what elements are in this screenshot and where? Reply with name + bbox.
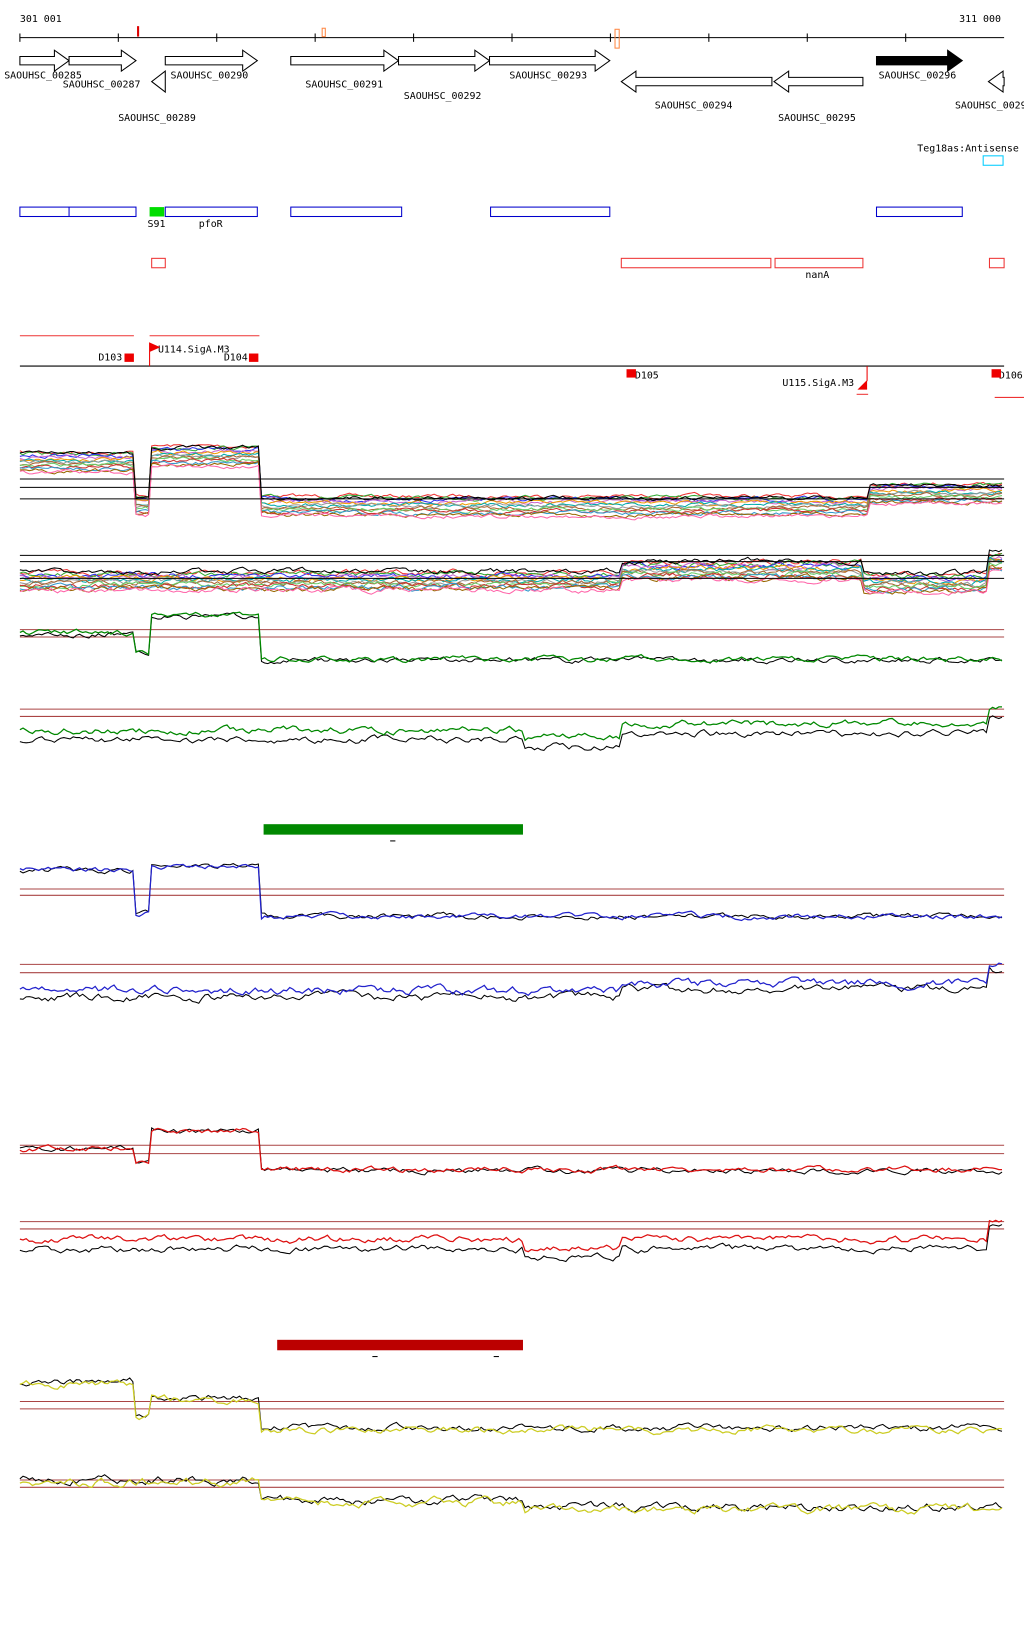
- terminator: [991, 369, 1001, 378]
- gene-label: SAOUHSC_00294: [655, 101, 733, 112]
- marker: [321, 27, 326, 38]
- gene-label: SAOUHSC_00292: [404, 91, 482, 102]
- trace: [19, 611, 1003, 665]
- trace: [19, 457, 1003, 516]
- trace: [19, 463, 1003, 521]
- gene-label: SAOUHSC_00287: [63, 80, 141, 91]
- gene-arrow: [68, 49, 137, 73]
- gene-label: SAOUHSC_00289: [118, 113, 196, 124]
- axis-end: 311 000: [959, 14, 1001, 25]
- terminator: [248, 353, 259, 362]
- trace: [19, 1224, 1003, 1263]
- feature-label: pfoR: [199, 219, 223, 230]
- antisense-box: [982, 155, 1004, 166]
- terminator-label: D104: [224, 353, 248, 364]
- trace: [19, 1477, 1003, 1515]
- trace: [19, 706, 1003, 742]
- red-bar: [277, 1339, 523, 1351]
- trace: [19, 863, 1003, 921]
- axis-start: 301 001: [20, 14, 62, 25]
- trace: [19, 1379, 1003, 1436]
- trace: [19, 556, 1003, 583]
- gene-arrow: [488, 49, 611, 73]
- red-feature: [774, 257, 864, 269]
- trace: [19, 559, 1003, 588]
- marker: [137, 26, 140, 37]
- trace: [19, 456, 1003, 514]
- antisense-label: Teg18as:Antisense: [917, 144, 1019, 155]
- red-feature: [620, 257, 772, 269]
- trace: [19, 454, 1003, 512]
- terminator-label: D105: [635, 370, 659, 381]
- gene-label: SAOUHSC_00295: [778, 113, 856, 124]
- trace: [19, 453, 1003, 510]
- trace: [19, 567, 1003, 593]
- gene-arrow: [290, 49, 400, 73]
- trace: [19, 549, 1003, 577]
- red-feature: [151, 257, 166, 269]
- promoter-label: U114.SigA.M3: [158, 344, 230, 355]
- gene-arrow: [773, 70, 864, 94]
- gene-arrow: [620, 70, 773, 94]
- trace: [19, 715, 1003, 752]
- blue-feature: [875, 206, 963, 218]
- trace: [19, 1377, 1003, 1433]
- gene-label: SAOUHSC_00291: [305, 80, 383, 91]
- promoter: [149, 342, 161, 367]
- green-feature: [149, 207, 165, 217]
- gene-arrow: [19, 49, 70, 73]
- gene-label: SAOUHSC_00296: [879, 70, 957, 81]
- terminator: [124, 353, 134, 362]
- trace: [19, 863, 1003, 922]
- gene-arrow: [987, 70, 1005, 94]
- trace: [19, 1219, 1003, 1253]
- trace: [19, 1127, 1003, 1174]
- green-bar: [263, 824, 523, 835]
- promoter-label: U115.SigA.M3: [782, 378, 854, 389]
- trace: [19, 448, 1003, 505]
- terminator-label: D106: [999, 370, 1023, 381]
- trace: [19, 965, 1003, 1004]
- gene-label: SAOUHSC_00290: [171, 70, 249, 81]
- trace: [19, 962, 1003, 997]
- trace: [19, 1127, 1003, 1176]
- gene-label: SAOUHSC_0029: [955, 101, 1024, 112]
- feature-label: S91: [147, 219, 165, 230]
- blue-feature: [490, 206, 611, 218]
- blue-feature: [290, 206, 403, 218]
- promoter: [857, 366, 868, 390]
- terminator-label: D103: [98, 353, 122, 364]
- trace: [19, 611, 1003, 664]
- trace: [19, 552, 1003, 580]
- gene-arrow: [164, 49, 259, 73]
- blue-feature: [19, 206, 137, 218]
- gene-arrow: [397, 49, 491, 73]
- red-feature: [988, 257, 1005, 269]
- gene-arrow: [150, 70, 166, 94]
- trace: [19, 568, 1003, 596]
- blue-feature: [164, 206, 258, 218]
- marker: [614, 28, 620, 49]
- trace: [19, 562, 1003, 590]
- feature-label: nanA: [805, 270, 829, 281]
- trace: [19, 449, 1003, 507]
- trace: [19, 559, 1003, 589]
- gene-label: SAOUHSC_00285: [4, 70, 82, 81]
- gene-arrow: [875, 49, 964, 73]
- terminator: [626, 369, 636, 378]
- gene-label: SAOUHSC_00293: [509, 70, 587, 81]
